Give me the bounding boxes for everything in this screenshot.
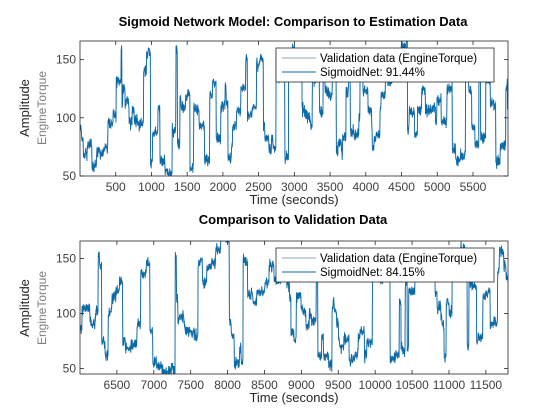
- x-ticks: 500 1000 1500 2000 2500 3000 3500 4000 4500 5000 5…: [106, 41, 487, 194]
- axes-box: [79, 240, 509, 375]
- legend-label-model: SigmoidNet: 91.44%: [320, 67, 425, 79]
- legend-label-model: SigmoidNet: 84.15%: [320, 267, 425, 279]
- y-axis-output-label: EngineTorque: [35, 71, 49, 145]
- x-axis-label: Time (seconds): [249, 192, 338, 207]
- x-ticks: 6500 7000 7500 8000 8500 9000 9500 10000 10500 11…: [104, 241, 503, 392]
- x-tick-label: 8000: [214, 378, 241, 392]
- legend-label-validation: Validation data (EngineTorque): [320, 53, 477, 65]
- x-tick-label: 9500: [325, 378, 352, 392]
- x-tick-label: 500: [106, 180, 126, 194]
- y-axis-output-label: EngineTorque: [35, 271, 49, 345]
- x-tick-label: 11500: [470, 378, 503, 392]
- x-tick-label: 7000: [140, 378, 167, 392]
- x-tick-label: 2000: [210, 180, 237, 194]
- data-lines: [80, 241, 508, 374]
- y-axis-label: Amplitude: [17, 279, 32, 337]
- legend[interactable]: Validation data (EngineTorque) SigmoidNe…: [275, 47, 495, 83]
- y-tick-label: 100: [56, 307, 76, 321]
- validation-comparison-axes: Comparison to Validation Data 6500 7000 75…: [17, 212, 509, 405]
- axes-title: Comparison to Validation Data: [199, 212, 388, 227]
- x-tick-label: 7500: [177, 378, 204, 392]
- y-tick-label: 50: [63, 169, 77, 183]
- legend-label-validation: Validation data (EngineTorque): [320, 253, 477, 265]
- x-tick-label: 10500: [395, 378, 429, 392]
- model-output-line: [80, 241, 508, 374]
- x-tick-label: 9000: [288, 378, 315, 392]
- estimation-comparison-axes: Sigmoid Network Model: Comparison to Est…: [17, 14, 509, 207]
- y-ticks: 50 100 150: [56, 53, 508, 183]
- y-tick-label: 50: [63, 362, 77, 376]
- x-tick-label: 3500: [317, 180, 344, 194]
- legend[interactable]: Validation data (EngineTorque) SigmoidNe…: [275, 247, 495, 283]
- x-tick-label: 1000: [138, 180, 165, 194]
- x-tick-label: 4500: [388, 180, 415, 194]
- x-tick-label: 4000: [352, 180, 379, 194]
- y-tick-label: 150: [56, 53, 76, 67]
- x-tick-label: 8500: [251, 378, 278, 392]
- y-tick-label: 150: [56, 252, 76, 266]
- x-tick-label: 5500: [460, 180, 487, 194]
- x-tick-label: 11000: [433, 378, 466, 392]
- x-tick-label: 6500: [104, 378, 131, 392]
- legend-box: [275, 47, 495, 83]
- x-tick-label: 2500: [245, 180, 272, 194]
- x-tick-label: 3000: [281, 180, 308, 194]
- axes-title: Sigmoid Network Model: Comparison to Est…: [119, 14, 469, 29]
- x-tick-label: 10000: [358, 378, 392, 392]
- x-tick-label: 1500: [174, 180, 201, 194]
- y-axis-label: Amplitude: [17, 79, 32, 137]
- y-tick-label: 100: [56, 111, 76, 125]
- x-axis-label: Time (seconds): [249, 390, 338, 405]
- x-tick-label: 5000: [424, 180, 451, 194]
- y-ticks: 50 100 150: [56, 252, 508, 376]
- legend-box: [275, 247, 495, 283]
